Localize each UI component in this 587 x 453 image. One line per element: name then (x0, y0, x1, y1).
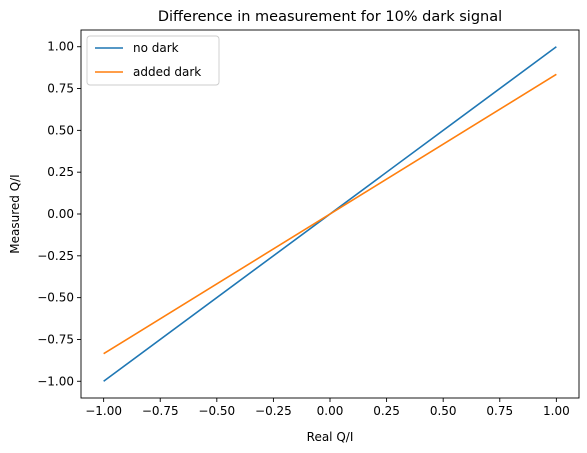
y-tick-label: −0.25 (37, 249, 74, 263)
legend-label: no dark (133, 41, 179, 55)
legend-label: added dark (133, 65, 201, 79)
y-tick-label: 0.50 (47, 123, 74, 137)
y-tick-label: 0.00 (47, 207, 74, 221)
y-tick-label: 0.75 (47, 82, 74, 96)
x-tick-label: −0.25 (255, 404, 292, 418)
series-line-2 (103, 73, 557, 355)
y-tick-label: 0.25 (47, 165, 74, 179)
y-tick-label: −1.00 (37, 374, 74, 388)
plot-area-frame (80, 29, 580, 399)
chart-title: Difference in measurement for 10% dark s… (158, 9, 502, 25)
y-tick-label: −0.75 (37, 332, 74, 346)
x-tick-label: 0.50 (430, 404, 457, 418)
x-tick-label: −1.00 (85, 404, 122, 418)
legend: no dark added dark (86, 35, 220, 86)
x-tick-label: 0.75 (486, 404, 513, 418)
y-axis-ticks: −1.00 −0.75 −0.50 −0.25 0.00 0.25 0.50 0.75 1.00 (37, 40, 81, 388)
x-tick-label: 0.25 (373, 404, 400, 418)
x-axis-ticks: −1.00 −0.75 −0.50 −0.25 0.00 0.25 0.50 0.75 1.00 (85, 398, 570, 418)
y-tick-label: −0.50 (37, 291, 74, 305)
series-group (103, 46, 557, 382)
x-tick-label: 0.00 (317, 404, 344, 418)
y-tick-label: 1.00 (47, 40, 74, 54)
x-axis-label: Real Q/I (307, 430, 354, 444)
x-tick-label: −0.75 (142, 404, 179, 418)
x-tick-label: 1.00 (543, 404, 570, 418)
y-axis-label: Measured Q/I (8, 174, 22, 253)
x-tick-label: −0.50 (198, 404, 235, 418)
